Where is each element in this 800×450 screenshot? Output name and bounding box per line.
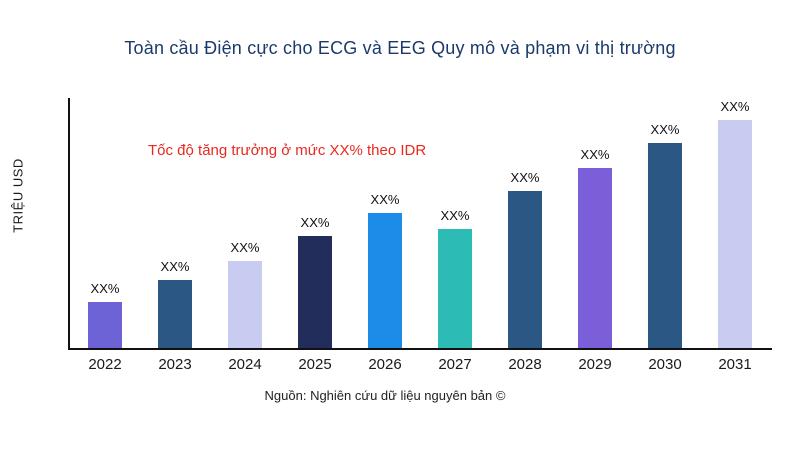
bar-column-2025: XX%: [280, 215, 350, 348]
growth-rate-annotation: Tốc độ tăng trưởng ở mức XX% theo IDR: [148, 142, 427, 159]
bar-value-label-2026: XX%: [370, 192, 400, 207]
bar-value-label-2029: XX%: [580, 147, 610, 162]
bar-value-label-2027: XX%: [440, 208, 470, 223]
x-tick-2029: 2029: [578, 356, 612, 373]
x-tick-2022: 2022: [88, 356, 122, 373]
bar-value-label-2030: XX%: [650, 122, 680, 137]
bar-column-2023: XX%: [140, 259, 210, 348]
bar-value-label-2025: XX%: [300, 215, 330, 230]
bar-column-2024: XX%: [210, 240, 280, 348]
bar-value-label-2028: XX%: [510, 170, 540, 185]
y-axis-label: TRIỆU USD: [10, 158, 26, 233]
bar-2028: [508, 191, 542, 348]
x-axis-line: [68, 348, 772, 350]
bar-column-2028: XX%: [490, 170, 560, 348]
x-tick-2024: 2024: [228, 356, 262, 373]
bar-column-2022: XX%: [70, 281, 140, 348]
x-tick-2026: 2026: [368, 356, 402, 373]
bar-column-2029: XX%: [560, 147, 630, 348]
bar-value-label-2023: XX%: [160, 259, 190, 274]
bar-value-label-2024: XX%: [230, 240, 260, 255]
x-tick-2023: 2023: [158, 356, 192, 373]
bar-column-2026: XX%: [350, 192, 420, 348]
chart-title: Toàn cầu Điện cực cho ECG và EEG Quy mô …: [124, 38, 676, 58]
bar-column-2031: XX%: [700, 99, 770, 348]
x-axis-labels: 2022 2023 2024 2025 2026 2027 2028 2029 2030 2031: [70, 356, 770, 373]
y-axis-line: [68, 98, 70, 350]
bar-value-label-2022: XX%: [90, 281, 120, 296]
bars-area: XX% XX% XX% XX% XX% XX% XX% XX% XX% XX%: [70, 99, 770, 348]
bar-2024: [228, 261, 262, 348]
bar-2022: [88, 302, 122, 348]
bar-2023: [158, 280, 192, 348]
bar-value-label-2031: XX%: [720, 99, 750, 114]
x-tick-2030: 2030: [648, 356, 682, 373]
x-tick-2025: 2025: [298, 356, 332, 373]
x-tick-2027: 2027: [438, 356, 472, 373]
bar-2027: [438, 229, 472, 348]
x-tick-2028: 2028: [508, 356, 542, 373]
bar-2025: [298, 236, 332, 348]
bar-2026: [368, 213, 402, 348]
source-note: Nguồn: Nghiên cứu dữ liệu nguyên bản ©: [264, 388, 506, 403]
bar-2031: [718, 120, 752, 348]
bar-2029: [578, 168, 612, 348]
bar-column-2030: XX%: [630, 122, 700, 348]
x-tick-2031: 2031: [718, 356, 752, 373]
bar-2030: [648, 143, 682, 348]
bar-column-2027: XX%: [420, 208, 490, 348]
